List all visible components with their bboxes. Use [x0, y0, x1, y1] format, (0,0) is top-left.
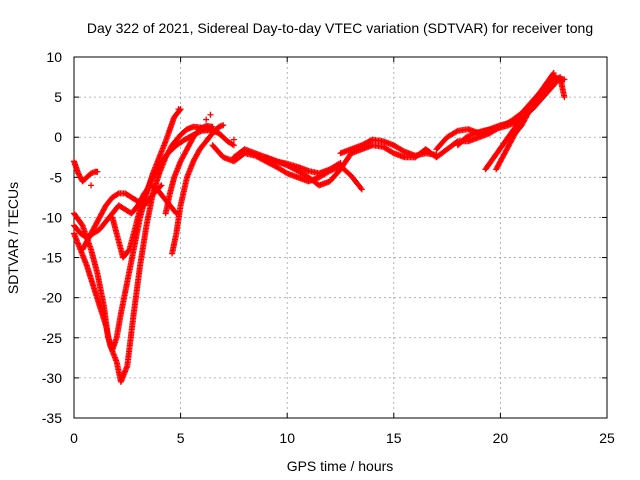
axis-ticks	[73, 56, 608, 419]
series-arc-2	[71, 106, 184, 353]
y-tick-label: -10	[42, 209, 62, 225]
data-point	[230, 136, 237, 143]
x-tick-label: 15	[386, 430, 402, 446]
data-point	[158, 182, 165, 189]
y-tick-label: -5	[50, 169, 63, 185]
series-arc-1	[71, 123, 237, 385]
y-tick-label: 10	[46, 49, 62, 65]
x-tick-label: 10	[279, 430, 295, 446]
data-point	[203, 116, 210, 123]
x-tick-label: 5	[177, 430, 185, 446]
data-point	[209, 123, 216, 130]
series-arc-13	[412, 74, 568, 161]
series-arc-17	[454, 118, 521, 149]
data-point	[207, 111, 214, 118]
data-point	[282, 169, 289, 176]
data-point	[230, 142, 237, 149]
tick-labels: 0 5 10 15 20 25 10 5 0 -5 -10 -15 -20 -25 -30 -35	[42, 49, 615, 446]
y-tick-label: -25	[42, 330, 62, 346]
x-tick-label: 0	[70, 430, 78, 446]
grid	[74, 57, 607, 418]
x-tick-label: 25	[599, 430, 615, 446]
series-arc-9	[209, 142, 365, 193]
data-point	[114, 191, 121, 198]
data-point	[389, 149, 396, 156]
data-point	[561, 94, 568, 101]
y-tick-label: 5	[54, 89, 62, 105]
series-arc-11	[262, 142, 419, 189]
y-axis-label: SDTVAR / TECUs	[5, 182, 21, 294]
data-point	[453, 128, 460, 135]
data-point	[229, 141, 236, 148]
y-tick-label: -35	[42, 410, 62, 426]
data-point	[358, 186, 365, 193]
y-tick-label: -20	[42, 290, 62, 306]
chart-title: Day 322 of 2021, Sidereal Day-to-day VTE…	[87, 20, 593, 36]
data-point	[336, 160, 343, 167]
data-point	[559, 78, 566, 85]
series-isolated-points	[88, 106, 237, 189]
y-tick-label: -15	[42, 250, 62, 266]
data-point	[88, 182, 95, 189]
data-point	[175, 106, 182, 113]
data-point	[157, 183, 164, 190]
data-point	[94, 168, 101, 175]
data-point	[220, 122, 227, 129]
data-point	[357, 185, 364, 192]
data-points	[71, 70, 568, 385]
x-tick-label: 20	[493, 430, 509, 446]
y-tick-label: 0	[54, 129, 62, 145]
series-arc-7	[169, 122, 227, 257]
series-arc-16	[493, 74, 566, 173]
data-point	[176, 107, 183, 114]
series-arc-6	[109, 127, 222, 261]
series-arc-3	[71, 158, 101, 185]
x-axis-label: GPS time / hours	[287, 458, 394, 474]
data-point	[215, 130, 222, 137]
data-point	[514, 118, 521, 125]
data-point	[400, 147, 407, 154]
series-arc-8	[162, 122, 216, 217]
y-tick-label: -30	[42, 370, 62, 386]
